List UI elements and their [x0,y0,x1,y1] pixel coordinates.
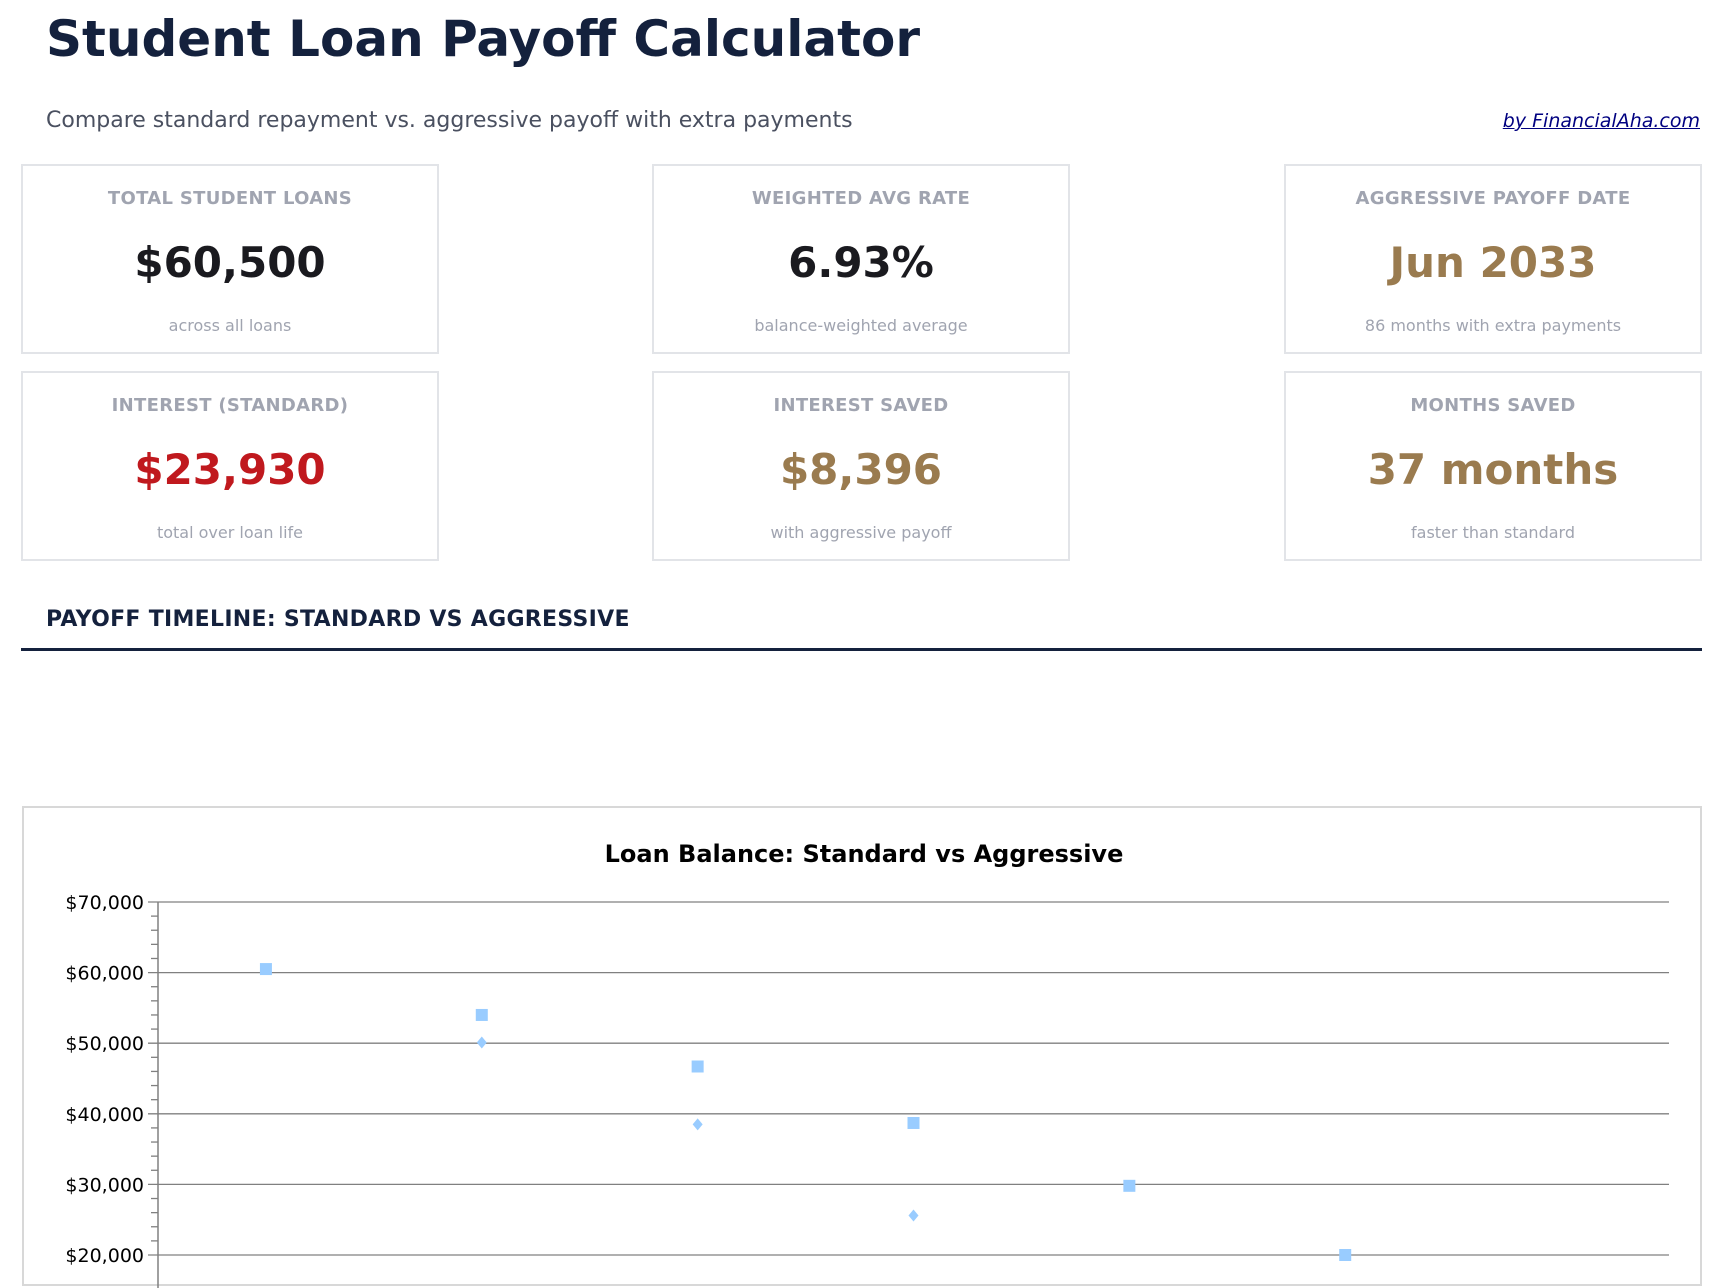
aggressive-point [692,1118,703,1131]
page-title: Student Loan Payoff Calculator [46,10,921,68]
card-avg-rate: WEIGHTED AVG RATE 6.93% balance-weighted… [652,164,1070,354]
card-value: $60,500 [134,238,326,287]
y-tick-label: $40,000 [65,1104,144,1126]
card-interest-saved: INTEREST SAVED $8,396 with aggressive pa… [652,371,1070,561]
y-tick-label: $70,000 [65,892,144,914]
y-tick-label: $20,000 [65,1245,144,1267]
card-label: MONTHS SAVED [1410,395,1576,416]
card-subtext: faster than standard [1411,523,1575,542]
card-label: INTEREST (STANDARD) [111,395,349,416]
standard-point [259,963,272,976]
standard-point [1339,1249,1352,1261]
card-payoff-date: AGGRESSIVE PAYOFF DATE Jun 2033 86 month… [1284,164,1702,354]
card-label: WEIGHTED AVG RATE [751,188,971,209]
aggressive-point [476,1036,487,1049]
section-divider [21,648,1702,651]
card-label: AGGRESSIVE PAYOFF DATE [1355,188,1631,209]
loan-balance-chart: Loan Balance: Standard vs Aggressive $70,… [65,840,1669,1288]
card-value: 37 months [1367,445,1619,494]
card-value: 6.93% [788,238,934,287]
chart-title: Loan Balance: Standard vs Aggressive [605,840,1124,868]
card-subtext: balance-weighted average [754,316,968,335]
card-label: INTEREST SAVED [773,395,949,416]
card-total-loans: TOTAL STUDENT LOANS $60,500 across all l… [21,164,439,354]
standard-point [691,1060,704,1073]
card-value: $23,930 [134,445,326,494]
card-label: TOTAL STUDENT LOANS [107,188,353,209]
y-tick-label: $30,000 [65,1174,144,1196]
aggressive-point [908,1209,919,1222]
card-value: $8,396 [779,445,943,494]
section-title: PAYOFF TIMELINE: STANDARD VS AGGRESSIVE [46,607,630,632]
card-value: Jun 2033 [1389,238,1597,287]
credit-link[interactable]: by FinancialAha.com [1502,110,1700,132]
page-subtitle: Compare standard repayment vs. aggressiv… [46,108,853,133]
card-interest-standard: INTEREST (STANDARD) $23,930 total over l… [21,371,439,561]
standard-point [475,1008,488,1021]
card-subtext: with aggressive payoff [770,523,952,542]
card-subtext: across all loans [168,316,292,335]
standard-point [907,1116,920,1129]
y-tick-label: $60,000 [65,963,144,985]
chart-container: Loan Balance: Standard vs Aggressive $70,… [22,806,1702,1288]
y-tick-label: $50,000 [65,1033,144,1055]
standard-point [1123,1179,1136,1192]
card-subtext: total over loan life [156,523,304,542]
card-months-saved: MONTHS SAVED 37 months faster than stand… [1284,371,1702,561]
card-subtext: 86 months with extra payments [1364,316,1622,335]
